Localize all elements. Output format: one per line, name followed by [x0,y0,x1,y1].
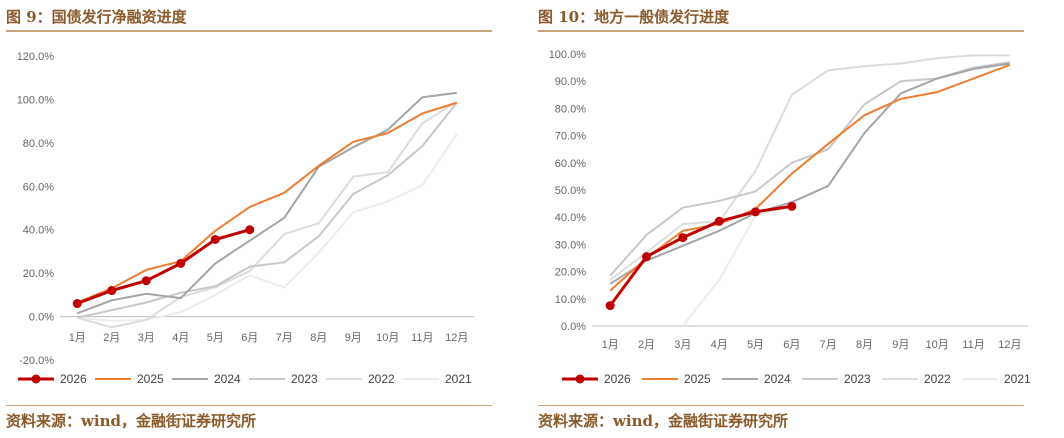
chart-panel-left: 图 9：国债发行净融资进度 -20.0% 0.0% 20.0% 40.0% 60.0% 8… [6,8,492,430]
x-tick-label: 11月 [411,332,433,344]
legend-label: 2021 [1004,372,1031,386]
series-line-2024 [76,91,457,315]
y-tick-label: 70.0% [555,131,586,143]
y-tick-label: 0.0% [561,321,586,333]
legend-label: 2024 [214,372,241,386]
y-tick-label: 60.0% [23,181,54,193]
series-point-2026 [605,301,615,311]
x-tick-label: 10月 [376,332,399,344]
y-tick-label: 20.0% [23,268,54,280]
source-note: 资料来源：wind，金融街证券研究所 [6,412,257,430]
chart-national-debt: -20.0% 0.0% 20.0% 40.0% 60.0% 80.0% 100.0% 120.… [17,51,474,386]
y-tick-label: 20.0% [555,267,586,279]
legend-label: 2023 [291,372,318,386]
legend-label: 2024 [764,372,791,386]
y-tick-label: 0.0% [29,312,54,324]
legend-label: 2025 [137,372,164,386]
title-rule [538,30,1024,32]
x-tick-label: 4月 [172,332,189,344]
source-rule [6,405,492,406]
x-tick-label: 1月 [602,339,619,351]
series-point-2026 [107,286,117,296]
x-tick-label: 6月 [241,332,258,344]
y-tick-label: 60.0% [555,158,586,170]
x-tick-label: 6月 [783,339,800,351]
series-line-2021 [77,133,458,322]
y-tick-label: 100.0% [549,49,587,61]
series-line-2022 [609,54,1010,281]
x-tick-label: 1月 [69,332,86,344]
title-rule [6,30,492,32]
legend-label: 2026 [604,372,631,386]
legend-marker [575,374,585,384]
legend-label: 2022 [924,372,951,386]
series-point-2026 [678,233,688,243]
x-tick-label: 8月 [310,332,327,344]
x-tick-label: 12月 [998,339,1021,351]
chart-title: 图 10：地方一般债发行进度 [538,8,730,26]
source-note: 资料来源：wind，金融街证券研究所 [538,412,789,430]
series-point-2026 [787,201,797,211]
chart-panel-right: 图 10：地方一般债发行进度 0.0% 10.0% 20.0% 30.0% 40.0% 5… [532,0,1064,438]
series-line-2026 [76,228,251,305]
series-point-2026 [210,234,220,244]
series-point-2026 [642,252,651,262]
legend-label: 2025 [684,372,711,386]
series-line-2022 [77,100,458,329]
series-point-2026 [72,299,82,309]
x-tick-label: 2月 [638,339,655,351]
series-point-2026 [714,216,724,226]
x-tick-label: 9月 [345,332,362,344]
x-tick-label: 11月 [962,339,984,351]
series-line-2021 [682,205,793,327]
x-tick-label: 3月 [674,339,691,351]
legend-label: 2023 [844,372,871,386]
series-line-2025 [609,63,1011,292]
x-tick-label: 9月 [892,339,909,351]
chart-local-general-debt: 0.0% 10.0% 20.0% 30.0% 40.0% 50.0% 60.0% 70.0% 8… [549,49,1031,386]
y-tick-label: 90.0% [555,76,586,88]
y-tick-label: 120.0% [17,51,55,63]
y-tick-label: 100.0% [17,94,55,106]
source-rule [538,405,1024,406]
y-tick-label: 80.0% [555,103,586,115]
legend-label: 2022 [368,372,395,386]
x-tick-label: 12月 [445,332,468,344]
x-tick-label: 3月 [138,332,155,344]
series-line-2024 [609,62,1010,285]
series-line-2026 [608,204,793,307]
series-line-2023 [77,102,458,319]
legend-marker [31,374,41,384]
x-tick-label: 10月 [926,339,949,351]
x-tick-label: 4月 [711,339,728,351]
series-point-2026 [141,276,151,286]
x-tick-label: 5月 [747,339,764,351]
x-tick-label: 5月 [207,332,224,344]
y-tick-label: 30.0% [555,239,586,251]
y-tick-label: 50.0% [555,185,586,197]
series-point-2026 [245,225,255,235]
y-tick-label: 80.0% [23,138,54,150]
x-tick-label: 7月 [276,332,293,344]
x-tick-label: 7月 [820,339,837,351]
chart-title: 图 9：国债发行净融资进度 [6,8,187,26]
series-point-2026 [751,207,760,217]
y-tick-label: 40.0% [555,212,586,224]
x-tick-label: 8月 [856,339,873,351]
y-tick-label: 10.0% [555,294,586,306]
legend-label: 2026 [60,372,87,386]
y-tick-label: -20.0% [19,355,54,367]
y-tick-label: 40.0% [23,225,54,237]
series-point-2026 [176,258,186,268]
x-tick-label: 2月 [103,332,120,344]
legend-label: 2021 [445,372,472,386]
series-line-2025 [76,101,458,304]
